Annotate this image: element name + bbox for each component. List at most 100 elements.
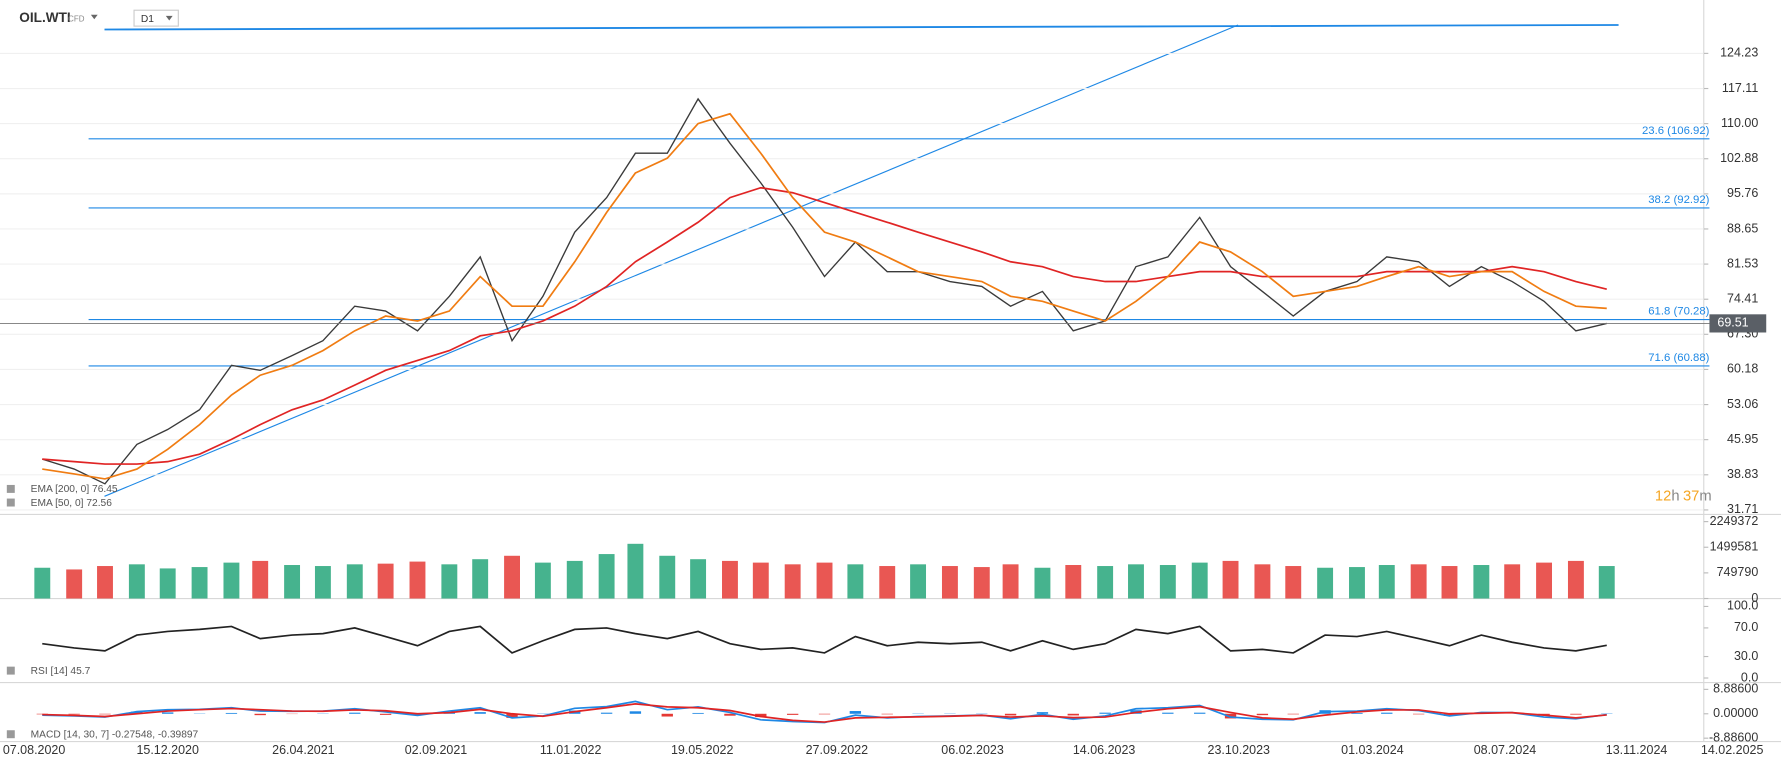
y-tick-label: 38.83	[1727, 467, 1758, 481]
y-tick-label: 124.23	[1720, 46, 1758, 60]
y-tick-label: 95.76	[1727, 186, 1758, 200]
x-tick-label: 19.05.2022	[671, 743, 734, 757]
y-tick-label: 8.88600	[1713, 682, 1758, 696]
volume-bar	[659, 555, 676, 599]
legend-icon	[6, 498, 15, 507]
macd-histogram-bar	[755, 713, 767, 718]
macd-histogram-bar	[1287, 713, 1299, 715]
volume-bar	[1034, 567, 1051, 599]
volume-bar	[1536, 562, 1553, 599]
x-tick-label: 13.11.2024	[1606, 743, 1668, 757]
x-tick-label: 06.02.2023	[941, 743, 1004, 757]
volume-bar	[377, 563, 394, 599]
volume-bar	[409, 561, 426, 599]
x-tick-label: 07.08.2020	[3, 743, 66, 757]
macd-histogram-bar	[1412, 713, 1425, 715]
volume-bar	[191, 567, 208, 599]
volume-bar	[34, 567, 51, 599]
volume-bar	[472, 559, 489, 599]
series-line	[42, 703, 1607, 723]
y-tick-label: 100.0	[1727, 599, 1758, 613]
volume-bar	[1002, 564, 1019, 599]
volume-bar	[1504, 564, 1521, 599]
y-tick-label: 45.95	[1727, 432, 1758, 446]
volume-bar	[1473, 565, 1490, 599]
volume-bar	[1441, 566, 1458, 599]
interval[interactable]: D1	[141, 14, 154, 25]
macd-histogram-bar	[68, 713, 80, 715]
volume-bar	[1567, 560, 1584, 599]
series-line	[42, 700, 1607, 724]
macd-histogram-bar	[1067, 713, 1079, 716]
countdown: 12h 37m	[1655, 488, 1712, 504]
y-tick-label: 60.18	[1727, 362, 1758, 376]
y-tick-label: 1499581	[1710, 540, 1759, 554]
volume-bar	[722, 560, 738, 599]
volume-bar	[1410, 564, 1427, 599]
macd-histogram-bar	[131, 711, 143, 714]
volume-bar	[1349, 567, 1365, 599]
macd-histogram-bar	[661, 713, 673, 717]
y-tick-label: 30.0	[1734, 649, 1758, 663]
legend-entry: EMA [200, 0] 76.45	[31, 484, 118, 495]
y-tick-label: 70.0	[1734, 620, 1758, 634]
symbol[interactable]: OIL.WTI	[19, 10, 70, 25]
trend-line	[104, 24, 1239, 497]
volume-bar	[346, 564, 363, 599]
x-tick-label: 23.10.2023	[1208, 743, 1271, 757]
countdown-hours: 12	[1655, 488, 1671, 504]
fib-level-label: 23.6 (106.92)	[1642, 125, 1710, 137]
legend-icon	[6, 666, 15, 675]
x-tick-label: 26.04.2021	[272, 743, 335, 757]
macd-histogram-bar	[600, 712, 613, 714]
macd-histogram-bar	[506, 713, 518, 718]
volume-bar	[314, 566, 331, 599]
volume-bar	[223, 562, 240, 599]
macd-histogram-bar	[881, 713, 893, 715]
x-tick-label: 14.06.2023	[1073, 743, 1136, 757]
y-tick-label: 53.06	[1727, 397, 1758, 411]
legend-entry: EMA [50, 0] 72.56	[31, 498, 113, 509]
volume-bar	[847, 564, 864, 599]
trend-line	[104, 24, 1619, 31]
fib-level-label: 71.6 (60.88)	[1648, 352, 1709, 364]
volume-bar	[1317, 567, 1334, 599]
legend-icon	[6, 730, 15, 739]
macd-histogram-bar	[1570, 713, 1582, 715]
y-tick-label: 81.53	[1727, 256, 1758, 270]
countdown-minutes: 37	[1683, 488, 1699, 504]
interval-box[interactable]	[133, 9, 179, 27]
volume-bar	[1191, 562, 1208, 599]
y-tick-label: 110.00	[1721, 116, 1758, 130]
series-line	[42, 625, 1607, 654]
macd-histogram-bar	[1381, 712, 1393, 714]
volume-bar	[97, 566, 113, 599]
legend-entry: MACD [14, 30, 7] -0.27548, -0.39897	[31, 729, 199, 740]
macd-histogram-bar	[99, 713, 111, 715]
volume-bar	[1222, 560, 1239, 599]
dropdown-arrow[interactable]	[90, 14, 98, 20]
macd-histogram-bar	[1099, 712, 1111, 714]
series-line	[42, 112, 1607, 480]
y-tick-label: 2249372	[1710, 514, 1759, 528]
x-tick-label: 01.03.2024	[1341, 743, 1404, 757]
x-tick-label: 27.09.2022	[806, 743, 869, 757]
y-tick-label: 0	[1751, 591, 1758, 605]
legend-icon	[6, 484, 15, 493]
y-tick-label: 0.0	[1741, 670, 1758, 684]
y-tick-label: 74.41	[1727, 292, 1758, 306]
volume-bar	[441, 564, 458, 599]
volume-bar	[1128, 564, 1144, 599]
macd-histogram-bar	[379, 713, 392, 715]
macd-histogram-bar	[162, 712, 174, 714]
macd-histogram-bar	[786, 713, 799, 715]
countdown-unit: h	[1671, 488, 1679, 504]
volume-bar	[910, 564, 927, 599]
dropdown-arrow[interactable]	[165, 15, 173, 21]
y-tick-label: 0.00000	[1713, 706, 1758, 720]
y-tick-label: 749790	[1717, 565, 1759, 579]
y-tick-label: 88.65	[1727, 221, 1758, 235]
y-tick-label: -8.88600	[1709, 730, 1758, 744]
macd-histogram-bar	[1443, 713, 1456, 716]
